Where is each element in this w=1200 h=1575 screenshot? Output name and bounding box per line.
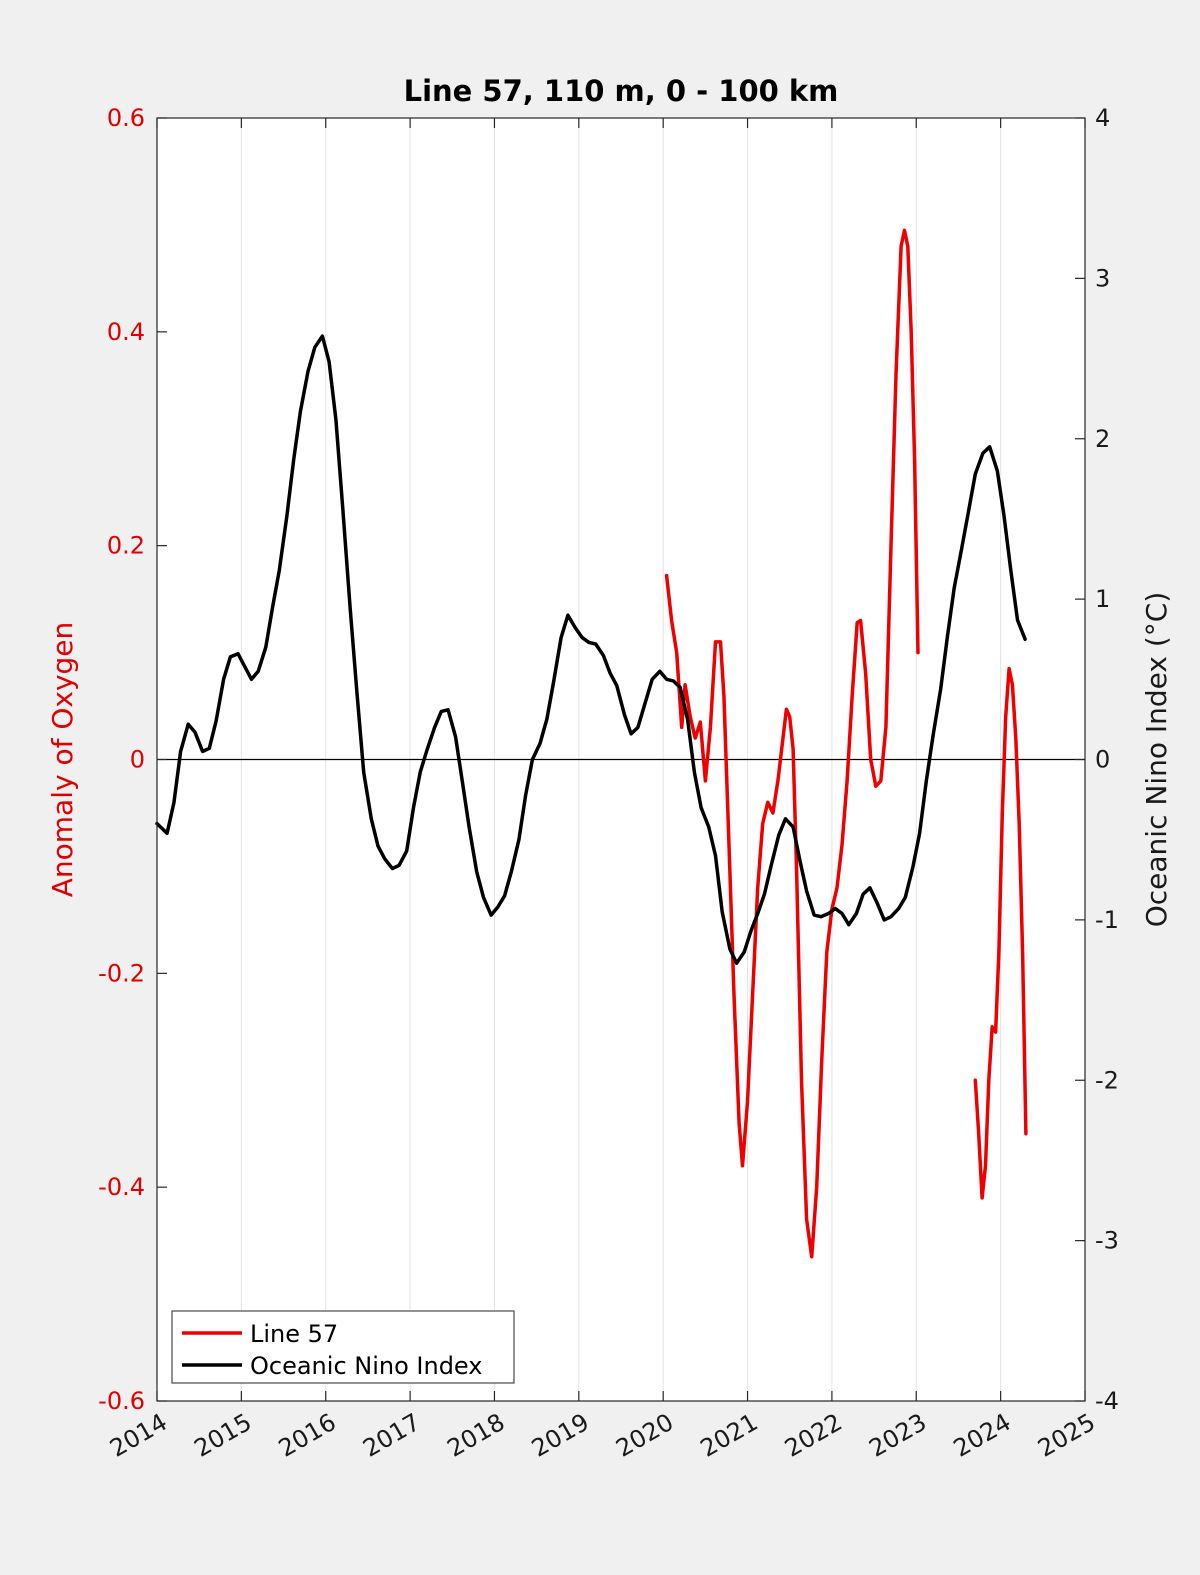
- series-line-line-57-2: [973, 666, 1028, 1200]
- y-left-tick-label: -0.6: [98, 1387, 145, 1415]
- x-tick-label: 2019: [527, 1408, 594, 1463]
- x-tick-label: 2021: [696, 1408, 763, 1463]
- x-tick-label: 2025: [1033, 1408, 1100, 1463]
- y-left-tick-label: -0.2: [98, 959, 145, 987]
- x-tick-label: 2024: [949, 1408, 1016, 1463]
- y-right-tick-label: 1: [1095, 585, 1110, 613]
- y-right-tick-label: 2: [1095, 425, 1110, 453]
- y-left-tick-label: 0.2: [107, 532, 145, 560]
- y-right-tick-label: 4: [1095, 104, 1110, 132]
- series-layer: [155, 228, 1028, 1259]
- y-left-tick-label: 0.4: [107, 318, 145, 346]
- x-tick-label: 2023: [864, 1408, 931, 1463]
- legend-label-line-57: Line 57: [250, 1320, 338, 1348]
- y-right-label: Oceanic Nino Index (°C): [1140, 592, 1173, 928]
- y-right-tick-label: -3: [1095, 1227, 1119, 1255]
- x-tick-label: 2022: [780, 1408, 847, 1463]
- x-tick-label: 2016: [274, 1408, 341, 1463]
- series-line-oceanic-nino-index: [155, 334, 1027, 965]
- x-tick-label: 2015: [189, 1408, 256, 1463]
- legend-box: [171, 1310, 515, 1384]
- x-tick-label: 2018: [443, 1408, 510, 1463]
- series-line-line-57-1: [664, 228, 920, 1259]
- y-right-tick-label: 0: [1095, 746, 1110, 774]
- y-left-tick-label: -0.4: [98, 1173, 145, 1201]
- chart-title: Line 57, 110 m, 0 - 100 km: [404, 74, 839, 108]
- y-right-tick-label: -1: [1095, 906, 1119, 934]
- y-left-tick-label: 0.6: [107, 104, 145, 132]
- y-left-tick-label: 0: [130, 746, 145, 774]
- y-right-tick-label: -4: [1095, 1387, 1119, 1415]
- y-left-label: Anomaly of Oxygen: [46, 622, 79, 898]
- y-right-tick-label: 3: [1095, 264, 1110, 292]
- x-tick-label: 2017: [358, 1408, 425, 1463]
- legend-label-oni: Oceanic Nino Index: [250, 1352, 482, 1380]
- legend: Line 57 Oceanic Nino Index: [171, 1310, 515, 1384]
- x-tick-label: 2020: [611, 1408, 678, 1463]
- y-right-tick-label: -2: [1095, 1066, 1119, 1094]
- x-tick-label: 2014: [105, 1408, 172, 1463]
